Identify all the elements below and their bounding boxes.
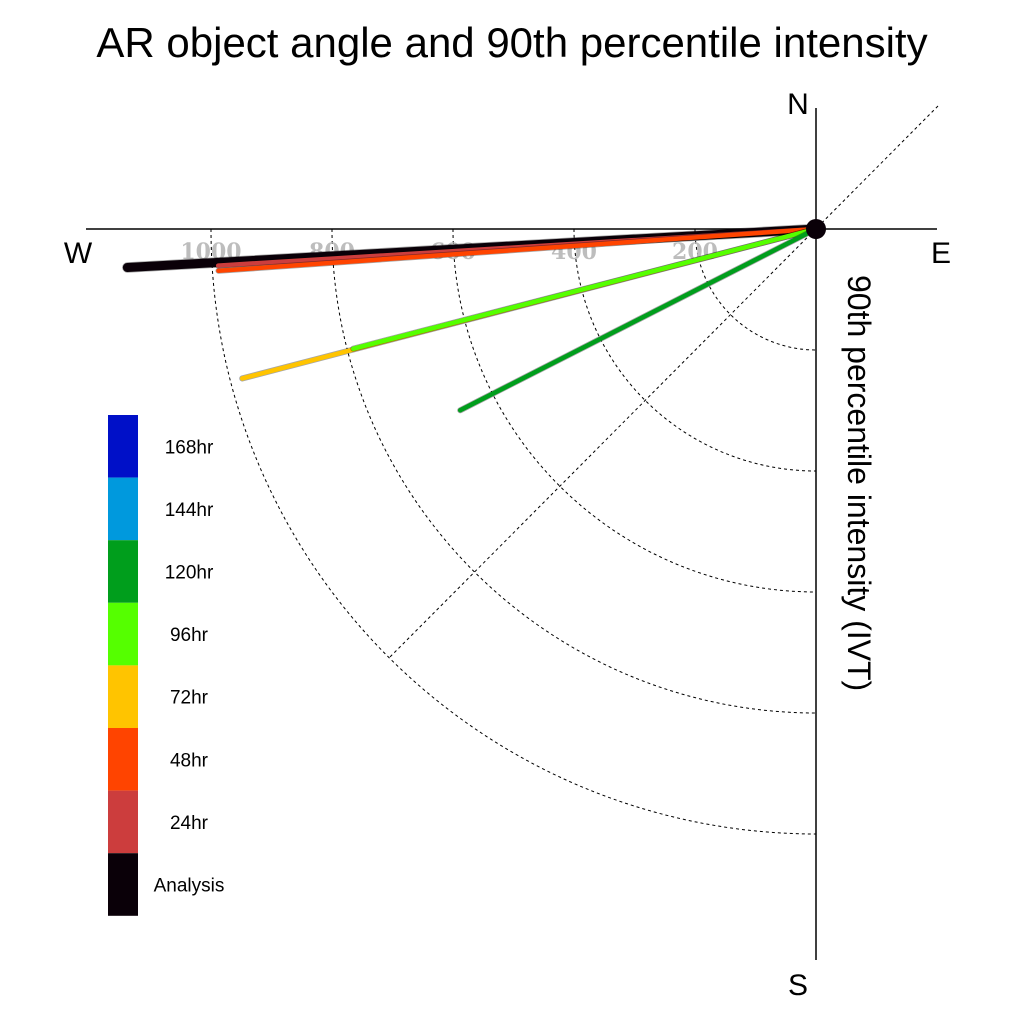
vector-120hr — [457, 226, 819, 413]
legend-swatch — [108, 853, 138, 916]
legend-swatch — [108, 602, 138, 666]
legend-label: 144hr — [165, 500, 214, 521]
grid-arc — [331, 228, 817, 714]
vector-96hr — [351, 226, 819, 351]
vector-series — [122, 223, 822, 414]
legend-label: 96hr — [170, 625, 209, 646]
legend-swatch — [108, 477, 138, 541]
legend-label: 24hr — [170, 813, 209, 834]
legend-swatch — [108, 665, 138, 728]
legend-swatch — [108, 540, 138, 603]
grid-diagonal — [387, 105, 939, 660]
grid-arc — [694, 228, 817, 351]
origin-dot — [806, 219, 826, 239]
legend-swatch — [108, 415, 138, 478]
chart-title: AR object angle and 90th percentile inte… — [96, 19, 927, 66]
legend: 168hr 144hr 120hr 96hr 72hr 48hr 24hr Analysis — [108, 415, 224, 916]
south-label: S — [788, 969, 808, 1002]
legend-label: 48hr — [170, 750, 209, 771]
legend-label: 72hr — [170, 688, 209, 709]
west-label: W — [64, 237, 93, 270]
vector-48hr — [216, 226, 819, 274]
legend-swatch — [108, 790, 138, 854]
north-label: N — [787, 88, 809, 121]
legend-swatch — [108, 728, 138, 791]
radial-axis-label: 90th percentile intensity (IVT) — [841, 275, 877, 691]
east-label: E — [931, 237, 951, 270]
legend-label: Analysis — [154, 876, 225, 897]
polar-grid — [210, 105, 939, 835]
legend-label: 168hr — [165, 437, 214, 458]
legend-label: 120hr — [165, 563, 214, 584]
grid-arc — [452, 228, 817, 593]
grid-arc — [573, 228, 817, 472]
grid-arc — [210, 228, 817, 835]
